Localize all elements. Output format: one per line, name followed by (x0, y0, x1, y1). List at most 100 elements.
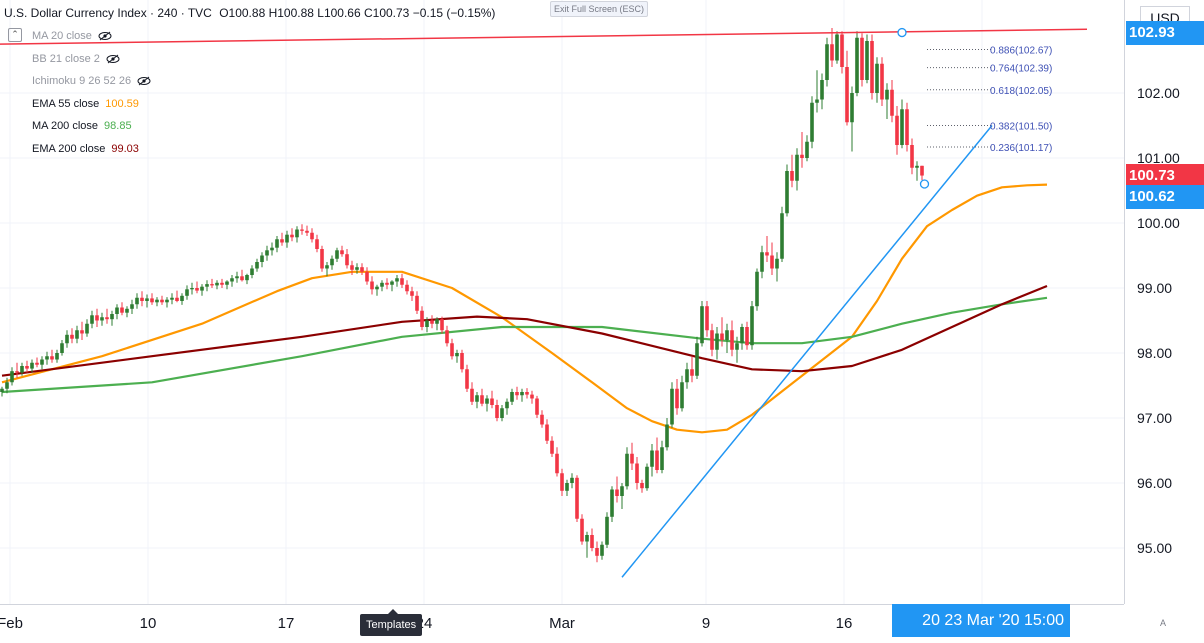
candle (470, 382, 474, 405)
candle (110, 310, 114, 326)
hidden-eye-icon[interactable] (137, 76, 151, 86)
candle-body (405, 284, 409, 292)
candle (140, 291, 144, 307)
candle (685, 362, 689, 389)
candle-body (595, 548, 599, 556)
indicator-row[interactable]: MA 20 close (4, 25, 495, 48)
candle (485, 395, 489, 412)
candle-body (390, 281, 394, 285)
time-tick-label: Mar (549, 615, 575, 632)
trendline-anchor-high (897, 27, 907, 38)
candle (415, 291, 419, 314)
chart-plot-area[interactable]: 0.886(102.67) 0.764(102.39) 0.618(102.05) 0… (0, 0, 1124, 604)
candle (695, 336, 699, 379)
candle-body (295, 229, 299, 238)
hidden-eye-icon[interactable] (106, 54, 120, 64)
candle-body (695, 343, 699, 376)
indicator-row[interactable]: EMA 55 close 100.59 (4, 93, 495, 116)
candle-body (770, 255, 774, 269)
candle (480, 388, 484, 407)
candle-body (255, 262, 259, 269)
candle (245, 273, 249, 285)
price-tick-label: 99.00 (1137, 280, 1173, 296)
candle-body (115, 307, 119, 314)
candle (680, 375, 684, 412)
candle (315, 234, 319, 253)
candle-body (30, 362, 34, 369)
candle-body (435, 319, 439, 324)
price-axis[interactable]: 95.00 96.00 97.00 98.00 99.00 100.00 101.00 102… (1124, 0, 1204, 604)
time-tick-label: 16 (835, 615, 853, 632)
candle (5, 377, 9, 394)
candle-body (175, 297, 179, 301)
candle-body (375, 286, 379, 290)
candle (620, 483, 624, 509)
candle (805, 135, 809, 162)
candle-body (815, 99, 819, 103)
exit-fullscreen-button[interactable]: Exit Full Screen (ESC) (550, 1, 648, 17)
candle-body (515, 392, 519, 396)
candle-body (240, 276, 244, 281)
candle (495, 399, 499, 422)
candle-body (700, 306, 704, 344)
candle (635, 457, 639, 490)
candle-body (215, 282, 219, 286)
candle-body (90, 315, 94, 324)
candle (460, 349, 464, 373)
candle (240, 269, 244, 282)
candle-body (575, 477, 579, 519)
candle (725, 323, 729, 353)
candle (230, 275, 234, 287)
hidden-eye-icon[interactable] (98, 31, 112, 41)
candle (380, 280, 384, 292)
candle (690, 356, 694, 383)
candle (910, 138, 914, 175)
collapse-legend-button[interactable]: ⌃ (8, 28, 22, 42)
indicator-row[interactable]: Ichimoku 9 26 52 26 (4, 70, 495, 93)
candle-body (840, 34, 844, 67)
candle-body (275, 239, 279, 248)
indicator-row[interactable]: MA 200 close 98.85 (4, 115, 495, 138)
candle (120, 302, 124, 316)
candle (225, 280, 229, 290)
symbol-title: U.S. Dollar Currency Index · 240 · TVC (4, 6, 212, 20)
candle-body (525, 392, 529, 395)
candle (255, 258, 259, 272)
candlestick-chart[interactable]: 0.886(102.67) 0.764(102.39) 0.618(102.05) 0… (0, 0, 1124, 604)
candle (820, 73, 824, 110)
candle-body (325, 265, 329, 269)
candle-body (490, 398, 494, 405)
candle (85, 319, 89, 337)
candle (75, 325, 79, 344)
candle-body (20, 366, 24, 373)
candle (530, 390, 534, 404)
candle-body (865, 41, 869, 80)
candle (445, 325, 449, 347)
candle-body (265, 250, 269, 256)
candle-body (340, 250, 344, 255)
candle-body (665, 424, 669, 448)
indicator-row[interactable]: EMA 200 close 99.03 (4, 138, 495, 161)
indicator-value: 100.59 (105, 97, 139, 110)
indicator-value: 99.03 (111, 142, 139, 155)
candle-body (915, 165, 919, 168)
candle (675, 379, 679, 415)
candle (705, 301, 709, 337)
candle (770, 242, 774, 275)
candle (640, 479, 644, 493)
candle-body (260, 255, 264, 262)
candle-body (305, 230, 309, 233)
candle-body (230, 278, 234, 282)
auto-scale-button[interactable]: A (1159, 618, 1166, 628)
templates-tooltip: Templates (360, 609, 423, 636)
candle-body (685, 369, 689, 383)
candle-body (100, 317, 104, 321)
candle (830, 28, 834, 67)
candle (775, 252, 779, 282)
candle (780, 206, 784, 262)
indicator-row[interactable]: BB 21 close 2 (4, 48, 495, 71)
candle-body (235, 276, 239, 279)
candle-body (480, 395, 484, 404)
candle (345, 249, 349, 269)
candle-body (780, 213, 784, 259)
